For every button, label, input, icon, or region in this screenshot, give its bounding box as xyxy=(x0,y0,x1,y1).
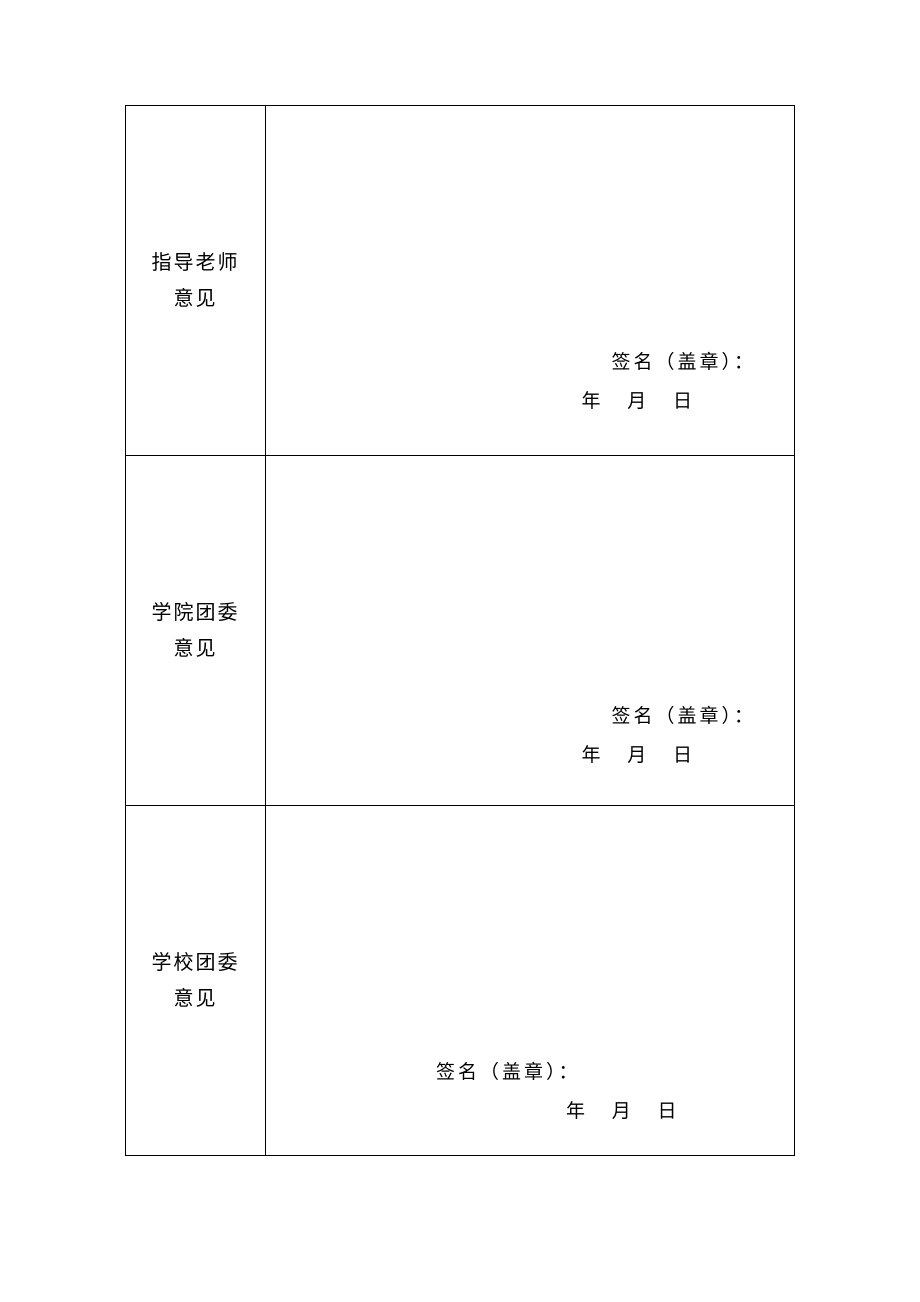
approval-form-table: 指导老师 意见 签名（盖章）： 年 月 日 学院团委 意见 签名（盖章）： 年 xyxy=(125,105,795,1156)
content-cell-advisor: 签名（盖章）： 年 月 日 xyxy=(266,106,795,456)
date-line: 年 月 日 xyxy=(581,740,756,767)
label-line1: 学院团委 xyxy=(126,595,265,631)
signature-block: 签名（盖章）： 年 月 日 xyxy=(581,347,756,413)
label-line1: 指导老师 xyxy=(126,245,265,281)
table-row: 学校团委 意见 签名（盖章）： 年 月 日 xyxy=(126,806,795,1156)
date-line: 年 月 日 xyxy=(436,1096,680,1123)
date-year: 年 xyxy=(581,745,603,766)
date-line: 年 月 日 xyxy=(581,386,756,413)
signature-label: 签名（盖章）： xyxy=(581,701,756,728)
table-row: 指导老师 意见 签名（盖章）： 年 月 日 xyxy=(126,106,795,456)
label-line1: 学校团委 xyxy=(126,945,265,981)
date-day: 日 xyxy=(658,1101,680,1122)
date-year: 年 xyxy=(566,1101,588,1122)
date-month: 月 xyxy=(612,1101,634,1122)
date-year: 年 xyxy=(581,391,603,412)
label-line2: 意见 xyxy=(126,981,265,1017)
content-cell-school: 签名（盖章）： 年 月 日 xyxy=(266,806,795,1156)
label-line2: 意见 xyxy=(126,281,265,317)
signature-label: 签名（盖章）： xyxy=(436,1057,680,1084)
table-row: 学院团委 意见 签名（盖章）： 年 月 日 xyxy=(126,456,795,806)
label-cell-college: 学院团委 意见 xyxy=(126,456,266,806)
date-day: 日 xyxy=(673,391,695,412)
date-day: 日 xyxy=(673,745,695,766)
date-month: 月 xyxy=(627,391,649,412)
content-cell-college: 签名（盖章）： 年 月 日 xyxy=(266,456,795,806)
label-cell-school: 学校团委 意见 xyxy=(126,806,266,1156)
signature-block: 签名（盖章）： 年 月 日 xyxy=(581,701,756,767)
signature-block: 签名（盖章）： 年 月 日 xyxy=(436,1057,680,1123)
signature-label: 签名（盖章）： xyxy=(581,347,756,374)
date-month: 月 xyxy=(627,745,649,766)
label-cell-advisor: 指导老师 意见 xyxy=(126,106,266,456)
label-line2: 意见 xyxy=(126,631,265,667)
